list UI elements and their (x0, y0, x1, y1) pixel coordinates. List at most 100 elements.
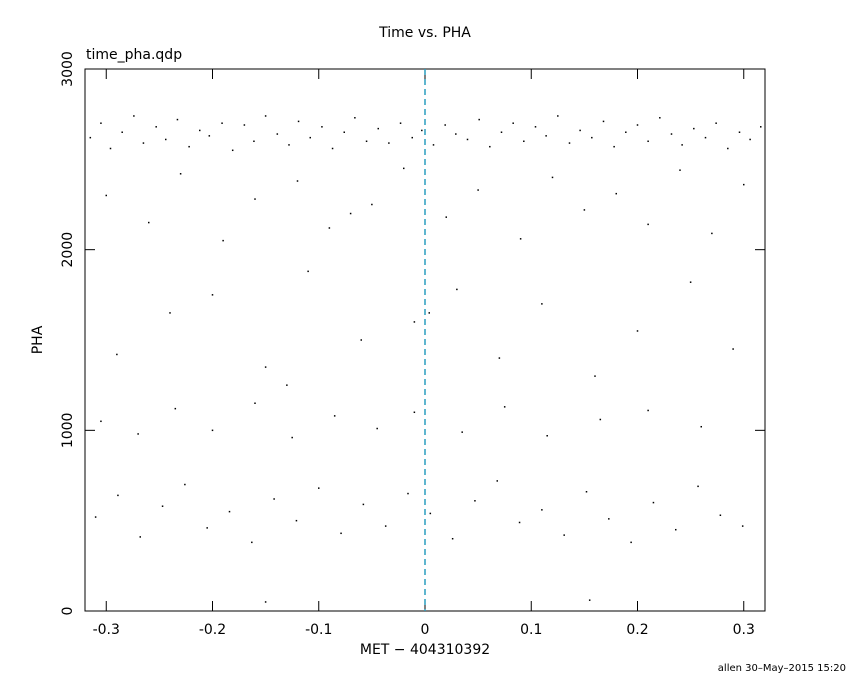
point (636, 330, 639, 332)
point (264, 601, 267, 603)
point (254, 198, 256, 200)
point (264, 115, 267, 117)
point (307, 270, 309, 273)
point (591, 136, 593, 139)
point (557, 115, 559, 117)
point (297, 120, 300, 123)
point (551, 176, 554, 179)
x-tick-label: -0.3 (93, 622, 120, 638)
footer: allen 30–May–2015 15:20 (718, 663, 846, 674)
point (466, 138, 469, 141)
point (403, 167, 405, 170)
point (100, 420, 102, 423)
point (599, 418, 602, 421)
point (362, 503, 365, 506)
y-tick-label: 1000 (60, 413, 76, 449)
point (647, 223, 649, 226)
point (413, 411, 416, 414)
point (221, 122, 223, 124)
point (407, 492, 409, 495)
point (165, 138, 167, 141)
point (161, 505, 164, 507)
point (174, 407, 177, 410)
point (208, 135, 211, 137)
point (455, 133, 457, 135)
point (647, 409, 649, 412)
point (670, 133, 673, 135)
point (432, 144, 435, 146)
point (496, 480, 498, 482)
point (211, 294, 214, 296)
point (121, 131, 123, 133)
point (296, 180, 299, 182)
point (732, 348, 734, 350)
point (254, 402, 256, 404)
point (693, 127, 695, 130)
point (503, 406, 506, 408)
point (568, 142, 571, 144)
point (399, 122, 402, 124)
point (579, 129, 581, 132)
point (585, 491, 588, 493)
point (321, 126, 323, 128)
point (719, 514, 722, 516)
point (340, 532, 342, 535)
point (689, 281, 692, 283)
point (354, 117, 356, 119)
point (679, 169, 681, 171)
y-tick-label: 0 (60, 607, 76, 616)
point (295, 519, 298, 522)
point (222, 239, 224, 242)
point (613, 145, 615, 148)
point (286, 384, 288, 386)
point (636, 124, 639, 126)
point (704, 136, 707, 139)
point (498, 357, 501, 359)
point (251, 541, 253, 544)
point (541, 509, 543, 511)
point (738, 131, 741, 133)
point (429, 512, 432, 515)
point (741, 525, 744, 527)
point (461, 431, 463, 433)
point (377, 127, 379, 130)
point (276, 133, 279, 135)
point (615, 192, 617, 195)
point (523, 140, 525, 143)
point (376, 427, 378, 430)
point (594, 375, 596, 377)
point (273, 498, 275, 500)
point (291, 436, 293, 439)
y-axis-label: PHA (30, 325, 46, 354)
x-tick-label: 0 (421, 622, 430, 638)
point (179, 173, 182, 175)
point (477, 189, 479, 191)
point (715, 122, 717, 124)
point (169, 312, 171, 314)
point (318, 487, 320, 489)
chart-title: Time vs. PHA (378, 25, 471, 41)
point (288, 144, 290, 146)
point (371, 203, 373, 206)
x-tick-label: 0.2 (626, 622, 648, 638)
point (142, 142, 145, 144)
point (100, 122, 102, 124)
point (588, 599, 591, 601)
x-tick-label: 0.1 (520, 622, 542, 638)
point (253, 140, 255, 143)
point (534, 126, 537, 128)
point (500, 131, 503, 133)
point (155, 126, 157, 128)
point (188, 145, 190, 148)
point (700, 425, 702, 428)
point (659, 117, 661, 119)
x-tick-label: 0.3 (733, 622, 755, 638)
point (518, 521, 521, 524)
point (489, 145, 491, 148)
point (444, 124, 446, 126)
point (109, 147, 112, 150)
point (309, 136, 311, 139)
point (139, 536, 141, 538)
point (331, 147, 334, 150)
point (411, 136, 413, 139)
